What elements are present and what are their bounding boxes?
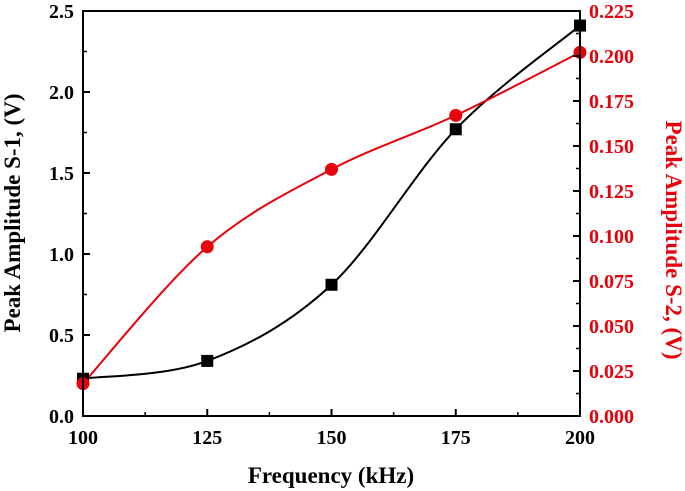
- y-left-tick-label: 1.0: [49, 244, 74, 266]
- data-point-s-1: [201, 354, 214, 367]
- x-tick-label: 125: [192, 427, 222, 449]
- x-tick-label: 150: [317, 427, 347, 449]
- x-axis-title: Frequency (kHz): [248, 463, 414, 488]
- y-right-tick-label: 0.025: [589, 361, 634, 383]
- x-tick-label: 100: [68, 427, 98, 449]
- x-tick-label: 200: [565, 427, 595, 449]
- data-point-s-1: [449, 123, 462, 136]
- data-point-s-1: [325, 278, 338, 291]
- data-point-s-2: [200, 240, 214, 254]
- x-tick-label: 175: [441, 427, 471, 449]
- x-axis-ticks: 100 125 150 175 200: [68, 409, 595, 449]
- y-right-tick-label: 0.225: [589, 1, 634, 23]
- data-point-s-2: [449, 108, 463, 122]
- series-curves: [82, 24, 581, 385]
- series-markers: [76, 19, 587, 391]
- y-left-tick-label: 0.5: [49, 325, 74, 347]
- y-right-tick-label: 0.125: [589, 181, 634, 203]
- right-y-axis-ticks: 0.000 0.025 0.050 0.075 0.100 0.125 0.150 0.175…: [573, 1, 634, 428]
- plot-frame: [82, 10, 581, 417]
- series-line-s-2: [82, 51, 581, 385]
- left-y-axis-ticks: 0.0 0.5 1.0 1.5 2.0 2.5: [49, 1, 90, 428]
- y-left-tick-label: 2.0: [49, 82, 74, 104]
- data-point-s-2: [325, 162, 338, 176]
- y-left-tick-label: 0.0: [49, 406, 74, 428]
- y-right-tick-label: 0.050: [589, 316, 634, 338]
- y-right-tick-label: 0.075: [589, 271, 634, 293]
- y-right-tick-label: 0.150: [589, 136, 634, 158]
- y-right-tick-label: 0.000: [589, 406, 634, 428]
- y-right-tick-label: 0.200: [589, 46, 634, 68]
- y-right-tick-label: 0.175: [589, 91, 634, 113]
- left-y-axis-title: Peak Amplitude S-1, (V): [0, 94, 25, 333]
- right-y-axis-title: Peak Amplitude S-2, (V): [661, 121, 685, 360]
- y-left-tick-label: 1.5: [49, 163, 74, 185]
- y-left-tick-label: 2.5: [49, 1, 74, 23]
- series-line-s-1: [82, 24, 581, 380]
- y-right-tick-label: 0.100: [589, 226, 634, 248]
